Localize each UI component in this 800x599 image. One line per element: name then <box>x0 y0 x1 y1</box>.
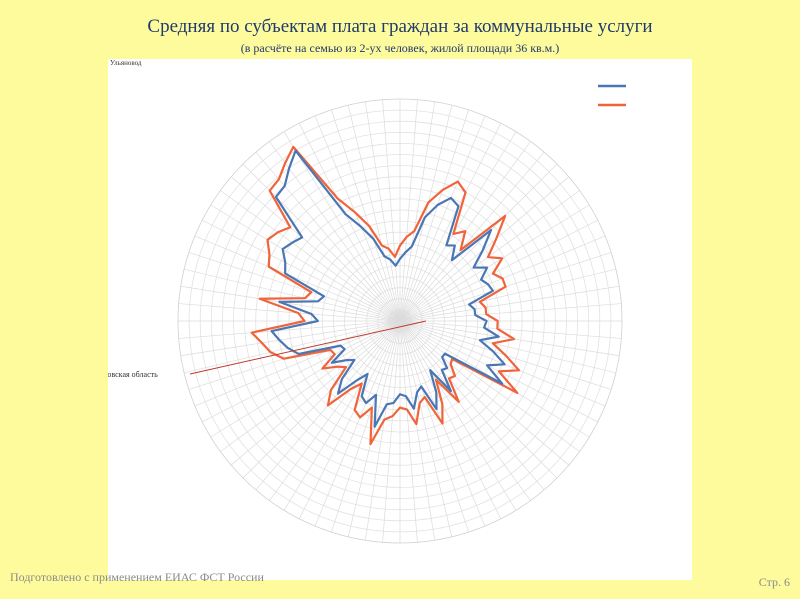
grid-spoke <box>188 320 401 390</box>
grid-spoke <box>184 268 401 322</box>
radar-series <box>250 145 521 446</box>
grid-spoke <box>220 190 401 322</box>
radar-grid <box>177 98 623 544</box>
corner-label: Ульяновод <box>110 59 142 67</box>
grid-spoke <box>399 99 418 322</box>
grid-spoke <box>399 320 558 479</box>
grid-spoke <box>399 320 469 533</box>
grid-spoke <box>202 320 401 423</box>
grid-spoke <box>210 320 401 438</box>
grid-spoke <box>364 320 401 541</box>
grid-spoke <box>314 320 401 527</box>
grid-spoke <box>399 123 502 322</box>
grid-spoke <box>399 109 469 322</box>
grid-spoke <box>283 131 401 322</box>
grid-spoke <box>180 285 401 322</box>
grid-spoke <box>399 320 545 491</box>
series-line-2 <box>250 145 521 446</box>
grid-spoke <box>269 141 401 322</box>
grid-spoke <box>178 320 401 339</box>
grid-spoke <box>399 320 453 537</box>
grid-spoke <box>331 109 401 322</box>
grid-spoke <box>298 123 401 322</box>
grid-spoke <box>331 320 401 533</box>
grid-spoke <box>399 131 517 322</box>
grid-spoke <box>399 320 616 374</box>
grid-spoke <box>399 320 531 501</box>
grid-spoke <box>399 163 558 322</box>
grid-spoke <box>399 320 580 452</box>
page-number: Стр. 6 <box>758 575 790 589</box>
grid-spoke <box>230 176 401 322</box>
grid-spoke <box>399 268 616 322</box>
grid-spoke <box>382 99 401 322</box>
grid-spoke <box>242 320 401 479</box>
grid-spoke <box>399 285 620 322</box>
series-line-1 <box>270 149 506 428</box>
footer-attribution: Подготовлено с применением ЕИАС ФСТ Росс… <box>10 570 264 584</box>
grid-spoke <box>399 115 486 322</box>
grid-spoke <box>269 320 401 501</box>
grid-spoke <box>399 101 436 322</box>
grid-spoke <box>230 320 401 466</box>
grid-spoke <box>283 320 401 511</box>
grid-spoke <box>220 320 401 452</box>
grid-spoke <box>210 204 401 322</box>
grid-spoke <box>194 320 401 407</box>
grid-spoke <box>347 320 401 537</box>
grid-spoke <box>188 252 401 322</box>
highlight-label: Ростовская область <box>108 370 158 379</box>
grid-spoke <box>347 105 401 322</box>
grid-spoke <box>298 320 401 519</box>
grid-spoke <box>399 320 502 519</box>
grid-spoke <box>399 320 620 357</box>
grid-spoke <box>399 320 436 541</box>
radar-chart: Ульяновод Ростовская область <box>108 59 626 544</box>
grid-spoke <box>382 320 401 543</box>
grid-spoke <box>184 320 401 374</box>
grid-spoke <box>314 115 401 322</box>
page-title: Средняя по субъектам плата граждан за ко… <box>147 16 653 37</box>
grid-spoke <box>180 320 401 357</box>
grid-spoke <box>399 190 580 322</box>
grid-spoke <box>399 320 622 339</box>
grid-spoke <box>202 219 401 322</box>
grid-spoke <box>178 303 401 322</box>
grid-spoke <box>399 219 598 322</box>
highlight-pointer-line <box>189 320 427 375</box>
grid-spoke <box>399 151 545 322</box>
chart-panel: Ульяновод Ростовская область <box>108 59 692 580</box>
page-subtitle: (в расчёте на семью из 2-ух человек, жил… <box>240 41 560 55</box>
grid-spoke <box>255 151 401 322</box>
grid-spoke <box>399 320 517 511</box>
grid-spoke <box>399 105 453 322</box>
grid-spoke <box>399 204 590 322</box>
legend <box>598 84 626 107</box>
grid-spoke <box>399 320 570 466</box>
grid-spoke <box>194 235 401 322</box>
grid-spoke <box>399 303 622 322</box>
grid-spoke <box>364 101 401 322</box>
grid-spoke <box>399 320 418 543</box>
